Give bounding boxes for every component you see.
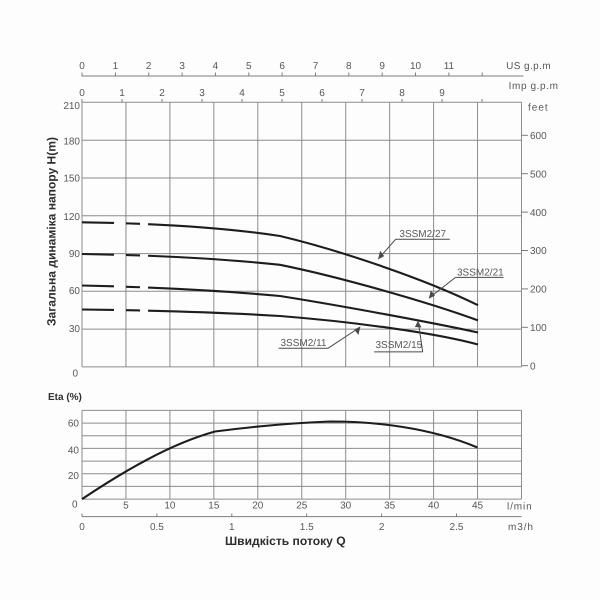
svg-text:20: 20 <box>68 471 80 482</box>
svg-text:90: 90 <box>69 249 81 260</box>
svg-text:180: 180 <box>63 137 80 148</box>
svg-text:1.5: 1.5 <box>300 522 314 533</box>
svg-text:Eta (%): Eta (%) <box>48 392 82 403</box>
svg-text:0: 0 <box>72 369 78 380</box>
svg-text:Imp g.p.m: Imp g.p.m <box>509 81 559 92</box>
svg-text:4: 4 <box>213 61 219 72</box>
svg-text:Загальна динаміка напору H(m): Загальна динаміка напору H(m) <box>45 137 59 326</box>
svg-text:1: 1 <box>229 522 235 533</box>
svg-text:0.5: 0.5 <box>150 522 164 533</box>
svg-text:Швидкість потоку Q: Швидкість потоку Q <box>225 534 346 548</box>
svg-text:3SSM2/27: 3SSM2/27 <box>399 229 446 240</box>
svg-text:11: 11 <box>444 61 455 72</box>
svg-text:US g.p.m: US g.p.m <box>506 61 551 72</box>
svg-text:0: 0 <box>79 522 85 533</box>
svg-text:2: 2 <box>146 61 152 72</box>
svg-text:feet: feet <box>528 103 549 114</box>
svg-text:40: 40 <box>428 501 440 512</box>
svg-text:6: 6 <box>279 61 285 72</box>
svg-text:3SSM2/15: 3SSM2/15 <box>376 340 423 351</box>
svg-text:35: 35 <box>384 501 396 512</box>
svg-text:7: 7 <box>313 61 319 72</box>
svg-text:l/min: l/min <box>507 502 533 513</box>
svg-text:0: 0 <box>72 500 78 511</box>
svg-text:600: 600 <box>530 131 547 142</box>
svg-text:2: 2 <box>159 88 165 99</box>
svg-text:20: 20 <box>252 501 264 512</box>
svg-text:150: 150 <box>63 173 80 184</box>
svg-text:60: 60 <box>69 286 81 297</box>
svg-text:4: 4 <box>239 88 245 99</box>
svg-text:5: 5 <box>246 61 252 72</box>
svg-text:3SSM2/11: 3SSM2/11 <box>281 338 327 349</box>
svg-text:210: 210 <box>63 101 80 112</box>
svg-text:60: 60 <box>68 419 80 430</box>
svg-text:10: 10 <box>164 501 176 512</box>
svg-text:9: 9 <box>439 88 445 99</box>
svg-text:5: 5 <box>279 88 285 99</box>
svg-text:0: 0 <box>79 61 85 72</box>
svg-text:10: 10 <box>410 61 422 72</box>
svg-text:120: 120 <box>63 212 80 223</box>
svg-text:300: 300 <box>530 246 547 257</box>
svg-text:8: 8 <box>346 61 352 72</box>
svg-text:1: 1 <box>119 88 125 99</box>
svg-text:30: 30 <box>69 324 81 335</box>
svg-text:40: 40 <box>68 446 80 457</box>
svg-text:500: 500 <box>530 169 547 180</box>
svg-text:100: 100 <box>530 323 547 334</box>
svg-text:200: 200 <box>530 285 547 296</box>
svg-text:3SSM2/21: 3SSM2/21 <box>457 268 504 279</box>
svg-text:0: 0 <box>79 88 85 99</box>
svg-text:30: 30 <box>340 501 352 512</box>
svg-text:5: 5 <box>123 501 129 512</box>
svg-text:m3/h: m3/h <box>508 522 534 533</box>
svg-text:9: 9 <box>379 61 385 72</box>
svg-text:1: 1 <box>113 61 119 72</box>
svg-text:2.5: 2.5 <box>450 522 464 533</box>
svg-text:6: 6 <box>319 88 325 99</box>
svg-text:0: 0 <box>530 361 536 372</box>
svg-text:7: 7 <box>359 88 365 99</box>
svg-text:2: 2 <box>379 522 385 533</box>
svg-text:45: 45 <box>472 501 484 512</box>
svg-text:3: 3 <box>179 61 185 72</box>
svg-text:8: 8 <box>399 88 405 99</box>
svg-text:25: 25 <box>296 501 308 512</box>
svg-text:3: 3 <box>199 88 205 99</box>
svg-text:15: 15 <box>208 501 220 512</box>
svg-text:400: 400 <box>530 208 547 219</box>
